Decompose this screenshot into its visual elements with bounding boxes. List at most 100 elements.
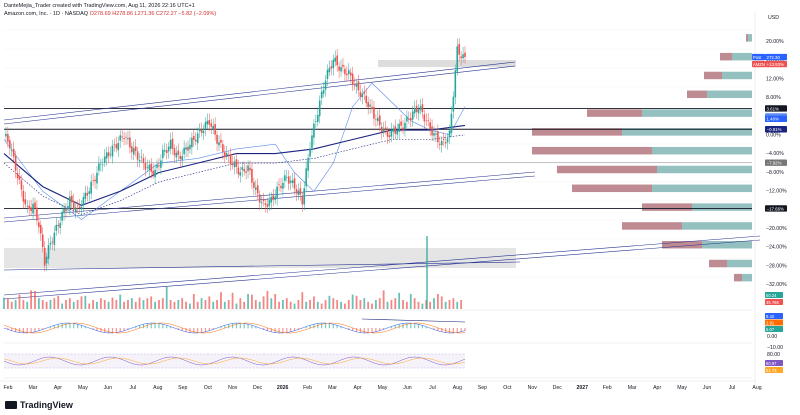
candle-body <box>247 165 249 172</box>
candle-body <box>322 89 325 94</box>
candle-body <box>78 206 81 208</box>
candle-body <box>458 43 460 55</box>
volume-profile <box>532 34 752 282</box>
volume-bar <box>448 300 451 309</box>
macd-hist-bar <box>251 325 253 329</box>
candle-body <box>460 56 462 59</box>
candle-body <box>377 117 379 122</box>
candle-body <box>334 57 337 62</box>
candle-body <box>158 165 160 167</box>
candle-body <box>173 148 176 156</box>
candle-body <box>222 144 224 153</box>
candle-body <box>415 105 418 113</box>
macd-hist-bar <box>204 328 207 333</box>
macd-hist-bar <box>452 328 454 334</box>
axis-unit-label: USD <box>768 15 779 21</box>
volume-bar <box>26 301 29 309</box>
volume-bar <box>196 301 199 309</box>
vp-up-bar <box>642 109 752 117</box>
vp-down-bar <box>709 259 727 268</box>
candle-body <box>336 55 338 66</box>
macd-hist-bar <box>127 328 129 330</box>
candle-body <box>402 127 404 130</box>
volume-bar <box>123 301 125 309</box>
candle-body <box>152 170 154 175</box>
time-axis[interactable]: Feb Mar Apr May Jun Jul Aug Sep Oct Nov Dec 2026 Feb… <box>0 380 762 391</box>
candle-body <box>264 203 267 205</box>
macd-hist-bar <box>220 326 222 329</box>
pane-marker-box <box>765 326 783 332</box>
rsi-marker-label: 60.97 <box>766 361 777 366</box>
candle-body <box>10 149 13 151</box>
macd-hist-bar <box>433 328 435 330</box>
candle-body <box>382 129 385 133</box>
volume-bar <box>212 301 215 309</box>
price-marker-tag <box>752 53 765 61</box>
candle-body <box>28 205 30 209</box>
time-tick-label: Apr <box>653 385 661 391</box>
volume-bar <box>119 294 122 309</box>
macd-hist-bar <box>379 328 381 331</box>
candle-body <box>239 172 242 176</box>
vp-up-bar <box>707 90 752 99</box>
macd-hist-bar <box>313 324 315 329</box>
macd-hist-bar <box>278 328 280 334</box>
macd-tick-label: 0.00 <box>767 334 777 340</box>
volume-bar <box>154 301 156 309</box>
candle-body <box>113 143 116 145</box>
candle-body <box>375 119 377 120</box>
volume-bar <box>316 301 319 309</box>
candle-body <box>361 93 364 98</box>
macd-hist-bar <box>26 328 28 334</box>
candle-body <box>311 135 313 148</box>
candle-body <box>24 199 27 205</box>
ohlc-values: O278.69 H278.86 L271.36 C272.27 −5.82 (−… <box>89 11 217 17</box>
price-axis[interactable]: USD20.00%16.00%12.00%8.00%4.00%0.00%−4.0… <box>752 12 787 385</box>
candle-body <box>55 224 58 231</box>
volume-bar <box>80 296 83 309</box>
candle-body <box>40 224 42 234</box>
macd-hist-bar <box>363 328 365 334</box>
volume-bar <box>177 300 180 309</box>
resistance-box <box>378 60 516 67</box>
volume-bar <box>127 300 129 309</box>
candle-body <box>291 180 294 183</box>
candle-body <box>57 224 60 227</box>
tradingview-logo[interactable]: TradingView <box>5 400 73 410</box>
candle-body <box>347 70 350 74</box>
volume-bar <box>251 294 253 309</box>
candle-body <box>47 245 50 259</box>
candle-body <box>258 194 261 203</box>
candle-body <box>156 164 158 168</box>
vp-up-bar <box>722 71 752 80</box>
candle-body <box>115 144 118 149</box>
macd-hist-bar <box>355 328 358 333</box>
candle-body <box>297 190 300 195</box>
volume-bar <box>282 300 284 309</box>
candle-body <box>349 72 352 76</box>
macd-hist-bar <box>200 328 203 333</box>
candle-body <box>338 66 340 71</box>
macd-hist-bar <box>224 325 226 329</box>
candle-body <box>390 129 393 137</box>
vp-down-bar <box>572 184 652 193</box>
candle-body <box>32 203 34 214</box>
volume-bar <box>173 301 176 309</box>
time-tick-label: Nov <box>528 385 538 391</box>
vp-up-bar <box>692 203 752 211</box>
candle-body <box>61 211 63 221</box>
vp-down-bar <box>704 71 722 80</box>
time-tick-label: Oct <box>204 385 213 391</box>
volume-bar <box>425 300 428 309</box>
candle-body <box>220 139 222 143</box>
pane-marker-box <box>765 299 783 305</box>
candle-body <box>328 67 331 73</box>
candle-body <box>413 108 416 114</box>
time-tick-label: Jun <box>104 385 112 391</box>
volume-bar <box>41 300 44 309</box>
volume-bar <box>115 300 118 309</box>
macd-hist-bar <box>169 326 172 329</box>
price-marker-box <box>765 60 787 68</box>
candle-body <box>94 179 96 182</box>
